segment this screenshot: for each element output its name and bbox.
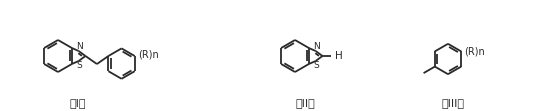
Text: (R)n: (R)n (138, 50, 159, 60)
Text: S: S (313, 61, 319, 70)
Text: S: S (76, 61, 82, 70)
Text: （I）: （I） (70, 98, 87, 108)
Text: H: H (335, 51, 343, 61)
Text: N: N (313, 42, 319, 51)
Text: （II）: （II） (295, 98, 315, 108)
Text: N: N (76, 42, 83, 51)
Text: （III）: （III） (442, 98, 465, 108)
Text: (R)n: (R)n (464, 46, 485, 56)
